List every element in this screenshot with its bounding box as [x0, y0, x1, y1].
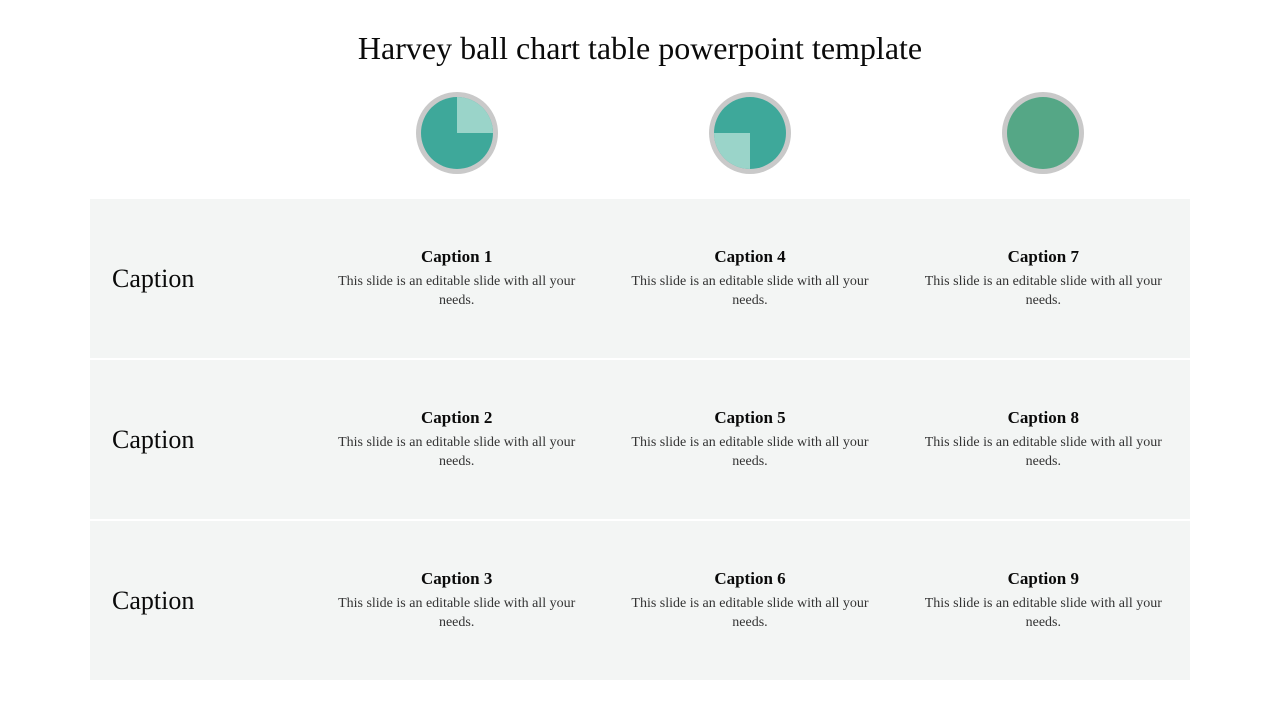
slide-title: Harvey ball chart table powerpoint templ… [90, 30, 1190, 67]
row-label: Caption [90, 199, 310, 358]
cell-title: Caption 7 [1008, 247, 1079, 267]
cell-title: Caption 6 [714, 569, 785, 589]
cell-desc: This slide is an editable slide with all… [631, 273, 868, 311]
slide-container: Harvey ball chart table powerpoint templ… [0, 0, 1280, 720]
table-row: Caption Caption 2 This slide is an edita… [90, 360, 1190, 521]
cell-title: Caption 4 [714, 247, 785, 267]
table-row: Caption Caption 1 This slide is an edita… [90, 199, 1190, 360]
table-row: Caption Caption 3 This slide is an edita… [90, 521, 1190, 680]
table-cell: Caption 4 This slide is an editable slid… [603, 199, 896, 358]
row-label: Caption [90, 521, 310, 680]
cell-title: Caption 3 [421, 569, 492, 589]
table-cell: Caption 1 This slide is an editable slid… [310, 199, 603, 358]
cell-desc: This slide is an editable slide with all… [338, 595, 575, 633]
cell-title: Caption 8 [1008, 408, 1079, 428]
cell-title: Caption 2 [421, 408, 492, 428]
cell-desc: This slide is an editable slide with all… [631, 595, 868, 633]
harvey-ball-cell-2 [897, 92, 1190, 174]
table-cell: Caption 8 This slide is an editable slid… [897, 360, 1190, 519]
cell-title: Caption 9 [1008, 569, 1079, 589]
table-cell: Caption 6 This slide is an editable slid… [603, 521, 896, 680]
cell-desc: This slide is an editable slide with all… [925, 595, 1162, 633]
cell-desc: This slide is an editable slide with all… [338, 273, 575, 311]
harvey-ball-row [90, 92, 1190, 174]
cell-desc: This slide is an editable slide with all… [925, 273, 1162, 311]
harvey-ball-icon-2 [1002, 92, 1084, 174]
cell-title: Caption 5 [714, 408, 785, 428]
harvey-ball-icon-1 [709, 92, 791, 174]
cell-title: Caption 1 [421, 247, 492, 267]
cell-desc: This slide is an editable slide with all… [338, 434, 575, 472]
harvey-ball-icon-0 [416, 92, 498, 174]
row-label: Caption [90, 360, 310, 519]
table-cell: Caption 5 This slide is an editable slid… [603, 360, 896, 519]
caption-table: Caption Caption 1 This slide is an edita… [90, 199, 1190, 680]
table-cell: Caption 7 This slide is an editable slid… [897, 199, 1190, 358]
harvey-ball-cell-0 [310, 92, 603, 174]
cell-desc: This slide is an editable slide with all… [631, 434, 868, 472]
table-cell: Caption 3 This slide is an editable slid… [310, 521, 603, 680]
table-cell: Caption 9 This slide is an editable slid… [897, 521, 1190, 680]
cell-desc: This slide is an editable slide with all… [925, 434, 1162, 472]
table-cell: Caption 2 This slide is an editable slid… [310, 360, 603, 519]
harvey-ball-cell-1 [603, 92, 896, 174]
